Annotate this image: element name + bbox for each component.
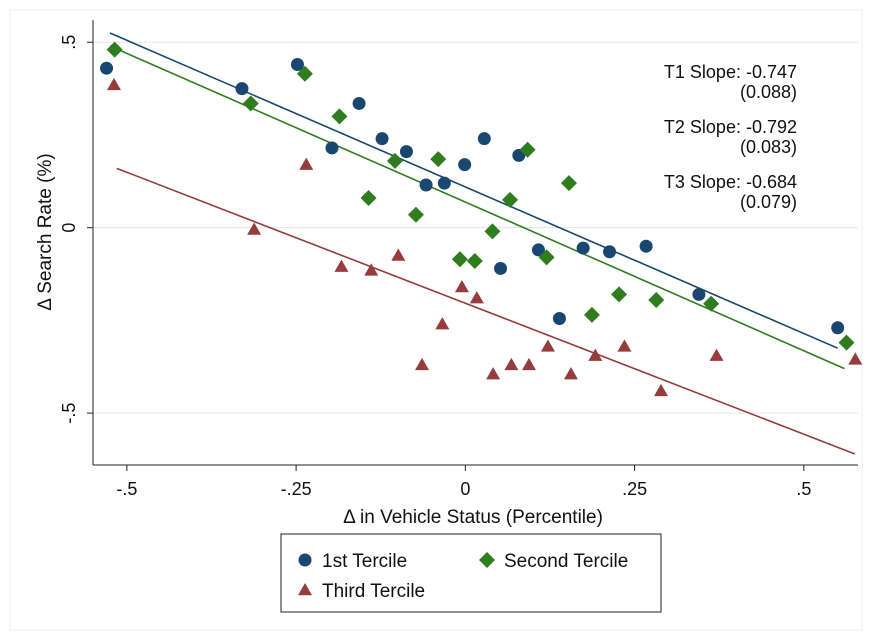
- data-point-series-2: [502, 191, 519, 208]
- fit-line-series-2: [109, 45, 845, 370]
- data-point-series-2: [519, 141, 536, 158]
- data-point-series-1: [325, 141, 339, 155]
- data-point-series-2: [648, 291, 665, 308]
- x-tick-label: 0: [460, 479, 470, 499]
- data-point-series-2: [611, 286, 628, 303]
- legend-symbols: [298, 552, 495, 596]
- data-point-series-2: [386, 152, 403, 169]
- data-point-series-3: [364, 263, 379, 276]
- data-point-series-1: [531, 243, 545, 257]
- data-point-series-1: [692, 287, 706, 301]
- data-point-series-2: [451, 251, 468, 268]
- slope-annotations: T1 Slope: -0.747 (0.088) T2 Slope: -0.79…: [664, 62, 797, 212]
- data-point-series-2: [296, 65, 313, 82]
- y-tick-label: .5: [59, 35, 79, 50]
- data-point-series-3: [469, 291, 484, 304]
- data-point-series-2: [331, 108, 348, 125]
- data-point-series-3: [653, 383, 668, 397]
- data-point-series-2: [466, 253, 483, 270]
- outer-border: [9, 9, 863, 631]
- data-point-series-2: [703, 295, 720, 312]
- t2-slope-se: (0.083): [740, 137, 797, 157]
- data-point-series-3: [106, 77, 121, 91]
- legend-symbol-series-1: [298, 553, 312, 567]
- data-point-series-2: [430, 151, 447, 168]
- data-point-series-1: [494, 261, 508, 275]
- legend-box: [280, 533, 662, 613]
- data-point-series-1: [831, 321, 845, 335]
- legend: 1st Tercile Second Tercile Third Tercile: [280, 533, 662, 613]
- data-point-series-1: [100, 61, 114, 75]
- data-markers: [100, 41, 863, 397]
- y-axis-label: Δ Search Rate (%): [35, 153, 56, 310]
- data-point-series-1: [419, 178, 433, 192]
- data-point-series-2: [360, 190, 377, 206]
- data-point-series-1: [352, 96, 366, 110]
- y-tick-label: -.5: [59, 403, 79, 424]
- data-point-series-1: [576, 241, 590, 255]
- data-point-series-3: [415, 357, 430, 371]
- data-point-series-3: [617, 339, 632, 352]
- data-point-series-3: [504, 357, 519, 371]
- data-point-series-1: [477, 132, 491, 146]
- data-point-series-3: [391, 248, 406, 261]
- data-point-series-1: [552, 312, 566, 326]
- data-point-series-1: [399, 145, 413, 159]
- fit-line-series-3: [116, 167, 855, 455]
- x-axis-label: Δ in Vehicle Status (Percentile): [343, 507, 603, 528]
- tick-labels: -.5 -.25 0 .25 .5 -.5 0 .5: [59, 35, 811, 499]
- t2-slope-label: T2 Slope: -0.792: [664, 117, 797, 137]
- axes: [92, 20, 858, 466]
- fit-line-series-1: [109, 32, 839, 349]
- data-point-series-2: [407, 206, 424, 223]
- data-point-series-1: [235, 82, 249, 96]
- x-tick-label: .25: [622, 479, 647, 499]
- data-point-series-3: [454, 280, 469, 293]
- t1-slope-se: (0.088): [740, 82, 797, 102]
- gridlines: [93, 41, 858, 414]
- data-point-series-3: [540, 339, 555, 352]
- data-point-series-3: [247, 222, 262, 235]
- data-point-series-2: [583, 306, 600, 323]
- data-point-series-3: [486, 367, 501, 380]
- data-point-series-3: [709, 348, 724, 361]
- legend-label-first-tercile: 1st Tercile: [322, 551, 407, 572]
- data-point-series-2: [106, 41, 123, 58]
- data-point-series-3: [521, 357, 536, 371]
- t3-slope-label: T3 Slope: -0.684: [664, 172, 797, 192]
- data-point-series-2: [242, 95, 259, 112]
- data-point-series-2: [538, 249, 555, 266]
- data-point-series-1: [639, 239, 653, 253]
- x-tick-label: -.5: [116, 479, 137, 499]
- x-tick-label: .5: [796, 479, 811, 499]
- data-point-series-1: [290, 58, 304, 71]
- t3-slope-se: (0.079): [740, 192, 797, 212]
- data-point-series-3: [299, 157, 314, 170]
- fit-lines: [109, 32, 855, 455]
- data-point-series-3: [435, 317, 450, 330]
- legend-symbol-series-2: [479, 552, 495, 568]
- data-point-series-2: [838, 334, 855, 351]
- data-point-series-2: [560, 175, 577, 192]
- legend-label-third-tercile: Third Tercile: [322, 581, 425, 602]
- data-point-series-1: [437, 176, 451, 190]
- data-point-series-3: [588, 348, 603, 361]
- x-tick-label: -.25: [281, 479, 312, 499]
- y-tick-label: 0: [59, 223, 79, 233]
- data-point-series-3: [848, 352, 863, 365]
- legend-label-second-tercile: Second Tercile: [504, 551, 628, 572]
- data-point-series-2: [484, 223, 501, 240]
- data-point-series-1: [603, 245, 617, 259]
- t1-slope-label: T1 Slope: -0.747: [664, 62, 797, 82]
- data-point-series-1: [458, 158, 472, 172]
- data-point-series-3: [334, 259, 349, 272]
- data-point-series-3: [563, 367, 578, 380]
- data-point-series-1: [375, 132, 389, 146]
- legend-symbol-series-3: [298, 583, 312, 596]
